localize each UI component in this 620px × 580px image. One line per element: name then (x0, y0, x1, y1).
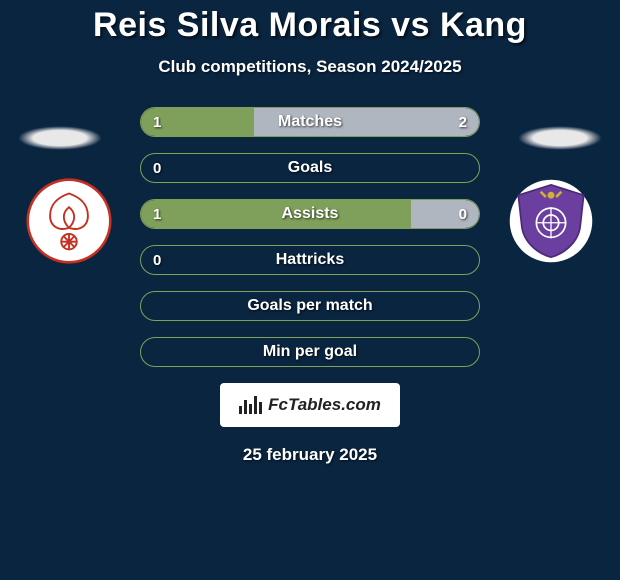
subtitle: Club competitions, Season 2024/2025 (0, 57, 620, 77)
stat-label: Min per goal (141, 338, 479, 366)
stat-value-right: 0 (459, 200, 467, 228)
player-shadow-left (18, 126, 102, 150)
page-title: Reis Silva Morais vs Kang (0, 0, 620, 45)
stat-label: Goals (141, 154, 479, 182)
stat-row-min-per-goal: Min per goal (140, 337, 480, 367)
branding-label: FcTables.com (268, 395, 381, 415)
stat-row-assists: 1 Assists 0 (140, 199, 480, 229)
stat-row-goals-per-match: Goals per match (140, 291, 480, 321)
club-badge-left (26, 178, 112, 264)
branding-fctables[interactable]: FcTables.com (220, 383, 400, 427)
stats-container: 1 Matches 2 0 Goals 1 Assists 0 0 Hattri… (140, 107, 480, 367)
stat-value-right: 2 (459, 108, 467, 136)
stat-row-matches: 1 Matches 2 (140, 107, 480, 137)
stat-row-hattricks: 0 Hattricks (140, 245, 480, 275)
stat-label: Assists (141, 200, 479, 228)
date-label: 25 february 2025 (0, 445, 620, 465)
stat-label: Matches (141, 108, 479, 136)
club-badge-right (508, 178, 594, 264)
stat-label: Goals per match (141, 292, 479, 320)
stat-row-goals: 0 Goals (140, 153, 480, 183)
bar-chart-icon (239, 396, 262, 414)
stat-label: Hattricks (141, 246, 479, 274)
player-shadow-right (518, 126, 602, 150)
